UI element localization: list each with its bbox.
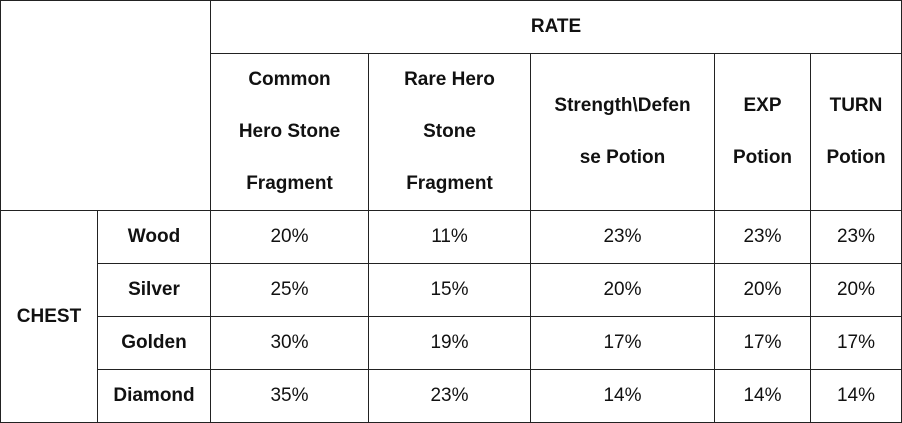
rate-cell: 35% [210,369,369,423]
col-header-rare-hero-stone-fragment: Rare Hero Stone Fragment [368,53,531,211]
rate-cell: 23% [530,210,715,264]
table-row: CHEST Wood 20% 11% 23% 23% 23% [0,210,902,423]
rate-cell: 20% [530,263,715,317]
rate-cell: 23% [714,210,811,264]
rate-header-row: RATE [0,0,902,211]
col-header-turn-potion: TURN Potion [809,53,902,211]
rate-cell: 20% [809,263,902,317]
rate-cell: 20% [714,263,811,317]
rate-header: RATE [209,0,902,54]
rate-cell: 20% [210,210,369,264]
rate-cell: 23% [368,369,531,423]
rate-cell: 25% [210,263,369,317]
rate-cell: 30% [210,316,369,370]
table-row: Diamond 35% 23% 14% 14% 14% [1,369,902,423]
chest-type-golden: Golden [97,316,211,370]
rate-cell: 17% [714,316,811,370]
table-row: Silver 25% 15% 20% 20% 20% [1,263,902,317]
chest-type-wood: Wood [97,210,211,264]
table-row: Golden 30% 19% 17% 17% 17% [1,316,902,370]
rate-cell: 11% [368,210,531,264]
rate-cell: 14% [809,369,902,423]
rate-cell: 19% [368,316,531,370]
rate-cell: 17% [530,316,715,370]
col-header-exp-potion: EXP Potion [714,53,811,211]
corner-cell [0,0,211,211]
col-header-common-hero-stone-fragment: Common Hero Stone Fragment [210,53,369,211]
rate-cell: 14% [530,369,715,423]
chest-type-diamond: Diamond [97,369,211,423]
rate-cell: 23% [809,210,902,264]
col-header-strength-defense-potion: Strength\Defen se Potion [530,53,715,211]
column-header-row: Common Hero Stone Fragment Rare Hero Stone F… [1,53,902,211]
rate-cell: 14% [714,369,811,423]
chest-label: CHEST [0,210,98,423]
rate-cell: 17% [809,316,902,370]
chest-type-silver: Silver [97,263,211,317]
rate-cell: 15% [368,263,531,317]
